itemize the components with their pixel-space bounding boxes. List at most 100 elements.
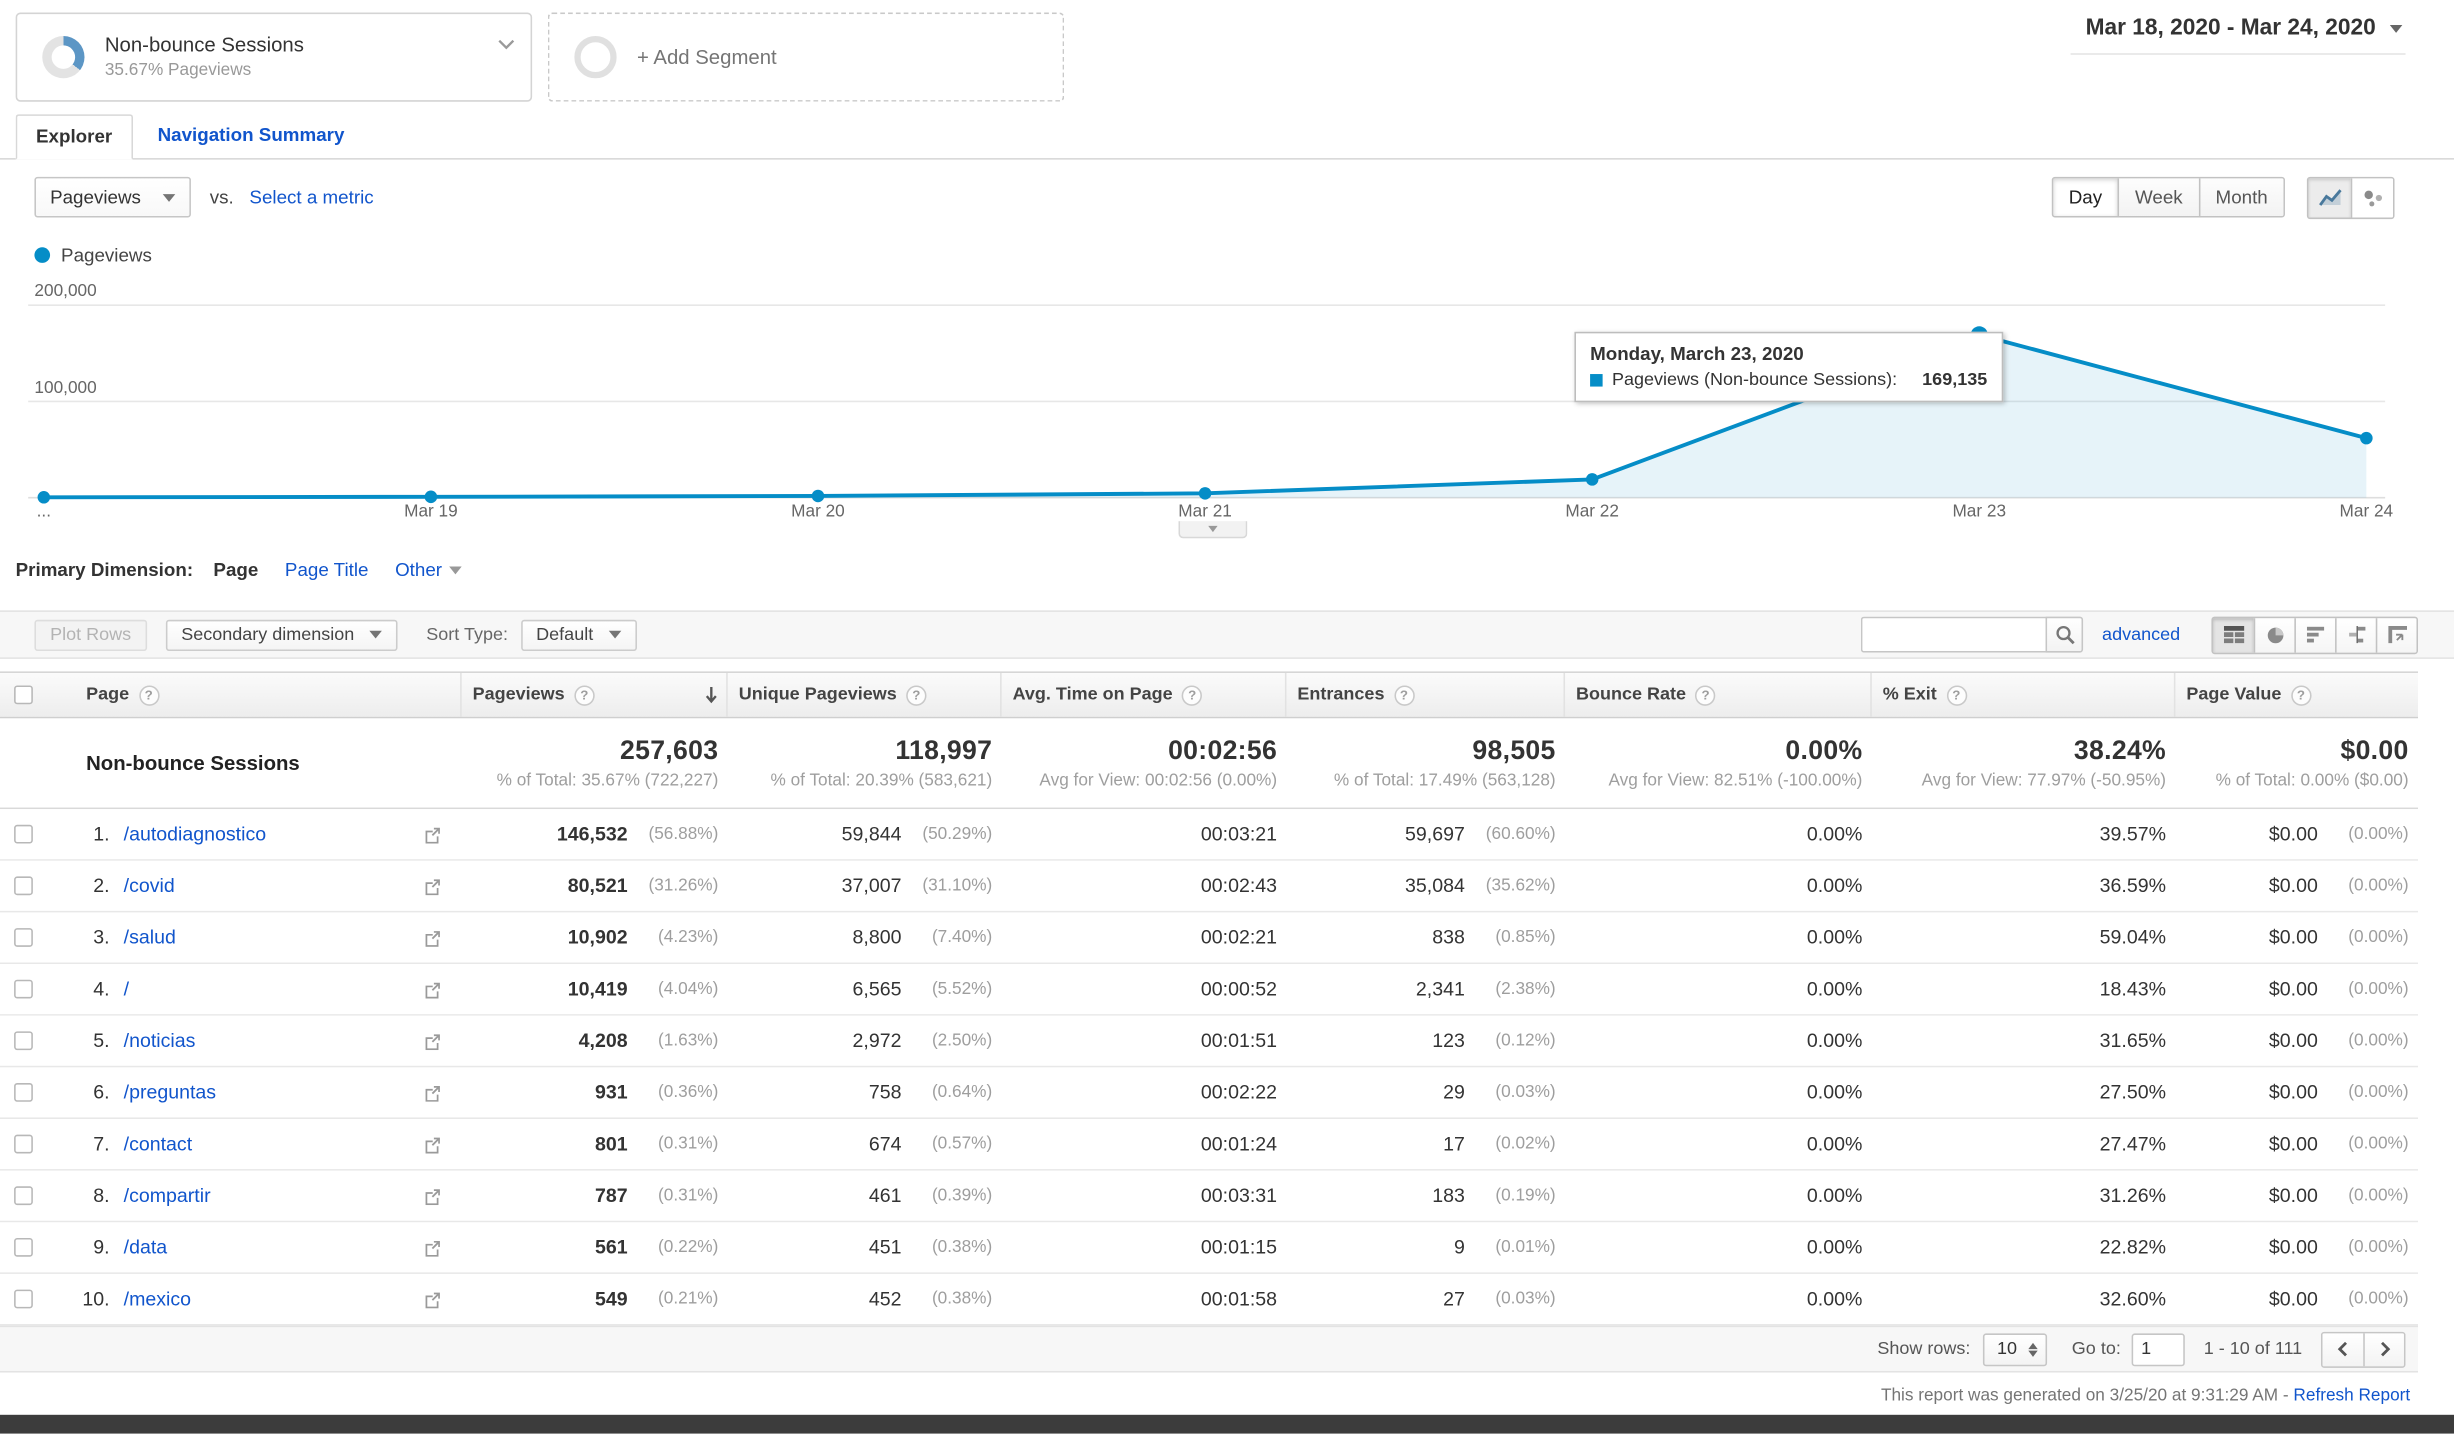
line-chart-view-button[interactable] bbox=[2308, 177, 2351, 217]
secondary-dimension-dropdown[interactable]: Secondary dimension bbox=[165, 618, 399, 651]
help-icon[interactable]: ? bbox=[906, 684, 927, 706]
next-page-button[interactable] bbox=[2363, 1332, 2404, 1366]
data-table-view-button[interactable] bbox=[2212, 617, 2254, 652]
help-icon[interactable]: ? bbox=[1695, 684, 1716, 706]
page-link[interactable]: /covid bbox=[123, 874, 175, 897]
row-checkbox[interactable] bbox=[14, 928, 33, 947]
sort-type-dropdown[interactable]: Default bbox=[520, 618, 638, 651]
open-page-icon[interactable] bbox=[424, 1135, 441, 1153]
page-link[interactable]: /contact bbox=[123, 1133, 193, 1156]
column-header-page-value[interactable]: Page Value? bbox=[2175, 673, 2418, 717]
dimension-page-title[interactable]: Page Title bbox=[284, 558, 369, 581]
help-icon[interactable]: ? bbox=[1946, 684, 1967, 706]
open-page-icon[interactable] bbox=[424, 1239, 441, 1256]
motion-chart-view-button[interactable] bbox=[2350, 177, 2393, 217]
help-icon[interactable]: ? bbox=[2290, 684, 2312, 706]
metric-percent: (0.00%) bbox=[2348, 1031, 2409, 1051]
page-link[interactable]: /mexico bbox=[123, 1288, 192, 1310]
metric-percent: (0.39%) bbox=[931, 1186, 993, 1206]
open-page-icon[interactable] bbox=[424, 826, 441, 843]
column-header-pageviews[interactable]: Pageviews? bbox=[462, 672, 728, 717]
metric-value: 0.00% bbox=[1806, 926, 1863, 949]
select-all-checkbox[interactable] bbox=[14, 685, 33, 705]
table-search-input[interactable] bbox=[1861, 616, 2046, 653]
metric-value: 37,007 bbox=[841, 874, 902, 897]
pivot-view-button[interactable] bbox=[2375, 617, 2417, 652]
previous-page-button[interactable] bbox=[2322, 1332, 2364, 1366]
open-page-icon[interactable] bbox=[424, 1187, 441, 1205]
metric-percent: (0.00%) bbox=[2348, 876, 2409, 896]
show-rows-select[interactable]: 10 bbox=[1982, 1332, 2047, 1366]
timeline-chart[interactable]: Pageviews 100,000 200,000... Mar 19 Mar 20 M… bbox=[0, 235, 2454, 542]
metric-cell: 37,007 (31.10%) bbox=[728, 861, 1002, 911]
metric-dropdown-value: Pageviews bbox=[50, 186, 141, 209]
metric-value: $0.00 bbox=[2268, 1288, 2318, 1310]
open-page-icon[interactable] bbox=[424, 1290, 441, 1308]
row-checkbox[interactable] bbox=[14, 1083, 33, 1102]
metric-cell: 452 (0.38%) bbox=[728, 1274, 1002, 1324]
row-checkbox[interactable] bbox=[14, 824, 33, 844]
chevron-down-icon[interactable] bbox=[498, 30, 515, 58]
pageviews-line-chart[interactable] bbox=[0, 235, 2454, 542]
page-link[interactable]: /noticias bbox=[123, 1029, 196, 1052]
search-button[interactable] bbox=[2045, 616, 2084, 653]
dimension-page[interactable]: Page bbox=[213, 558, 259, 581]
page-link[interactable]: /salud bbox=[123, 926, 176, 949]
row-checkbox[interactable] bbox=[14, 1237, 33, 1257]
help-icon[interactable]: ? bbox=[138, 684, 159, 706]
open-page-icon[interactable] bbox=[424, 1032, 441, 1050]
column-header-unique-pageviews[interactable]: Unique Pageviews? bbox=[728, 672, 1002, 717]
metric-cell: $0.00 (0.00%) bbox=[2175, 809, 2418, 859]
column-header-page[interactable]: Page? bbox=[47, 672, 462, 717]
open-page-icon[interactable] bbox=[424, 929, 441, 947]
row-checkbox[interactable] bbox=[14, 979, 33, 999]
page-link[interactable]: /compartir bbox=[123, 1184, 211, 1207]
granularity-month-button[interactable]: Month bbox=[2198, 178, 2284, 216]
advanced-search-link[interactable]: advanced bbox=[2102, 625, 2181, 645]
comparison-view-button[interactable] bbox=[2335, 617, 2376, 652]
select-metric-link[interactable]: Select a metric bbox=[249, 186, 374, 209]
performance-view-button[interactable] bbox=[2294, 617, 2336, 652]
bar-list-icon bbox=[2306, 626, 2324, 643]
page-link[interactable]: /data bbox=[123, 1236, 168, 1259]
page-link[interactable]: /autodiagnostico bbox=[123, 823, 267, 846]
granularity-week-button[interactable]: Week bbox=[2117, 178, 2199, 216]
row-checkbox[interactable] bbox=[14, 1289, 33, 1309]
axis-granularity-handle[interactable] bbox=[1178, 521, 1248, 539]
help-icon[interactable]: ? bbox=[1182, 684, 1203, 706]
page-link[interactable]: /preguntas bbox=[123, 1081, 217, 1104]
metric-percent: (0.12%) bbox=[1495, 1031, 1556, 1051]
percentage-view-button[interactable] bbox=[2253, 617, 2295, 652]
row-checkbox[interactable] bbox=[14, 1134, 33, 1154]
refresh-report-link[interactable]: Refresh Report bbox=[2293, 1386, 2411, 1406]
help-icon[interactable]: ? bbox=[1393, 684, 1415, 706]
metric-value: 0.00% bbox=[1806, 823, 1863, 846]
column-header-avg-time-on-page[interactable]: Avg. Time on Page? bbox=[1002, 672, 1287, 717]
row-checkbox[interactable] bbox=[14, 1031, 33, 1051]
page-link[interactable]: / bbox=[123, 978, 130, 1001]
row-checkbox[interactable] bbox=[14, 1186, 33, 1206]
metric-dropdown[interactable]: Pageviews bbox=[34, 176, 191, 218]
metric-value: 80,521 bbox=[567, 874, 628, 897]
row-checkbox[interactable] bbox=[14, 876, 33, 896]
summary-subtext: Avg for View: 82.51% (-100.00%) bbox=[1608, 771, 1863, 791]
open-page-icon[interactable] bbox=[424, 877, 441, 895]
metric-cell: 2,341 (2.38%) bbox=[1286, 964, 1565, 1014]
goto-page-input[interactable] bbox=[2131, 1332, 2186, 1366]
granularity-day-button[interactable]: Day bbox=[2053, 178, 2118, 216]
column-header-exit[interactable]: % Exit? bbox=[1872, 672, 2176, 717]
pages-data-table: Page? Pageviews? Unique Pageviews? Avg. Tim… bbox=[0, 671, 2419, 1326]
help-icon[interactable]: ? bbox=[574, 684, 595, 706]
dimension-other[interactable]: Other bbox=[395, 559, 463, 581]
date-range-selector[interactable]: Mar 18, 2020 - Mar 24, 2020 bbox=[2069, 13, 2406, 55]
add-segment-button[interactable]: + Add Segment bbox=[547, 12, 1065, 102]
column-header-entrances[interactable]: Entrances? bbox=[1286, 672, 1566, 717]
metric-cell: 00:02:43 bbox=[1002, 861, 1287, 911]
open-page-icon[interactable] bbox=[424, 1084, 441, 1102]
column-header-bounce-rate[interactable]: Bounce Rate? bbox=[1565, 672, 1872, 717]
open-page-icon[interactable] bbox=[424, 981, 441, 998]
tab-explorer[interactable]: Explorer bbox=[15, 114, 133, 160]
segment-card[interactable]: Non-bounce Sessions 35.67% Pageviews bbox=[15, 12, 533, 102]
tab-navigation-summary[interactable]: Navigation Summary bbox=[157, 123, 345, 146]
metric-cell: 22.82% bbox=[1872, 1222, 2176, 1272]
